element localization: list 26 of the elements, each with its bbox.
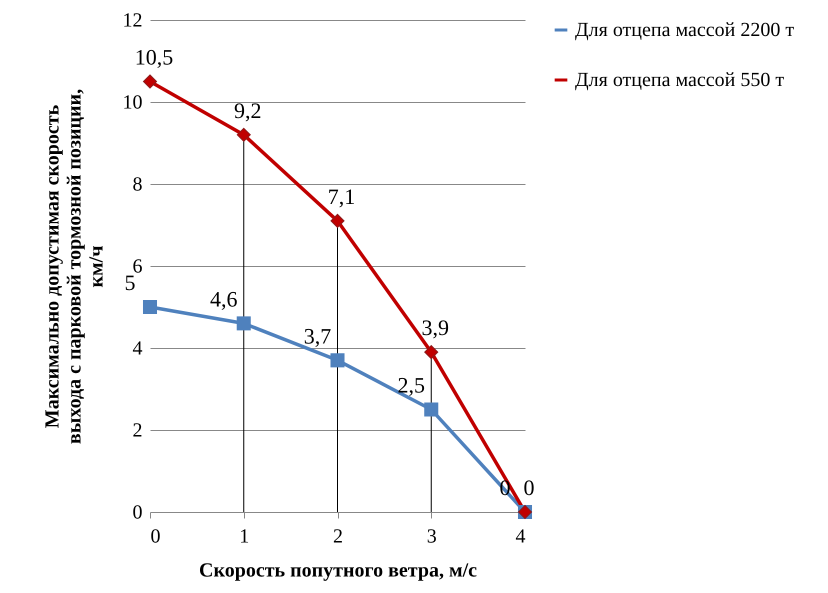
data-label: 5: [124, 270, 136, 295]
x-axis-title: Скорость попутного ветра, м/с: [198, 560, 478, 582]
x-tick-label: 3: [426, 526, 437, 548]
data-label: 4,6: [210, 286, 238, 312]
data-label: 9,2: [234, 98, 262, 123]
x-tick-label: 4: [516, 526, 526, 548]
x-tick-label: 2: [333, 526, 343, 548]
y-tick-label: 0: [132, 502, 142, 524]
y-axis-title: Максимально допустимая скорость выхода с парковой тормозной позиции, км/ч: [42, 88, 108, 444]
data-label: 0: [500, 475, 510, 500]
data-label: 0: [524, 475, 534, 500]
legend-label: Для отцепа массой 2200 т: [575, 19, 794, 41]
legend-label: Для отцепа массой 550 т: [575, 69, 784, 91]
data-label: 10,5: [134, 44, 174, 70]
y-tick-label: 12: [122, 10, 142, 32]
data-label: 7,1: [328, 184, 356, 209]
y-tick-label: 6: [132, 256, 142, 278]
y-tick-label: 8: [132, 174, 142, 196]
y-tick-label: 4: [132, 338, 142, 360]
data-label: 3,7: [304, 323, 332, 348]
x-tick-label: 1: [239, 526, 250, 548]
data-label: 2,5: [398, 372, 425, 398]
y-tick-label: 2: [132, 420, 142, 442]
data-label: 3,9: [422, 315, 449, 340]
y-tick-label: 10: [122, 92, 142, 114]
x-tick-label: 0: [150, 526, 160, 548]
